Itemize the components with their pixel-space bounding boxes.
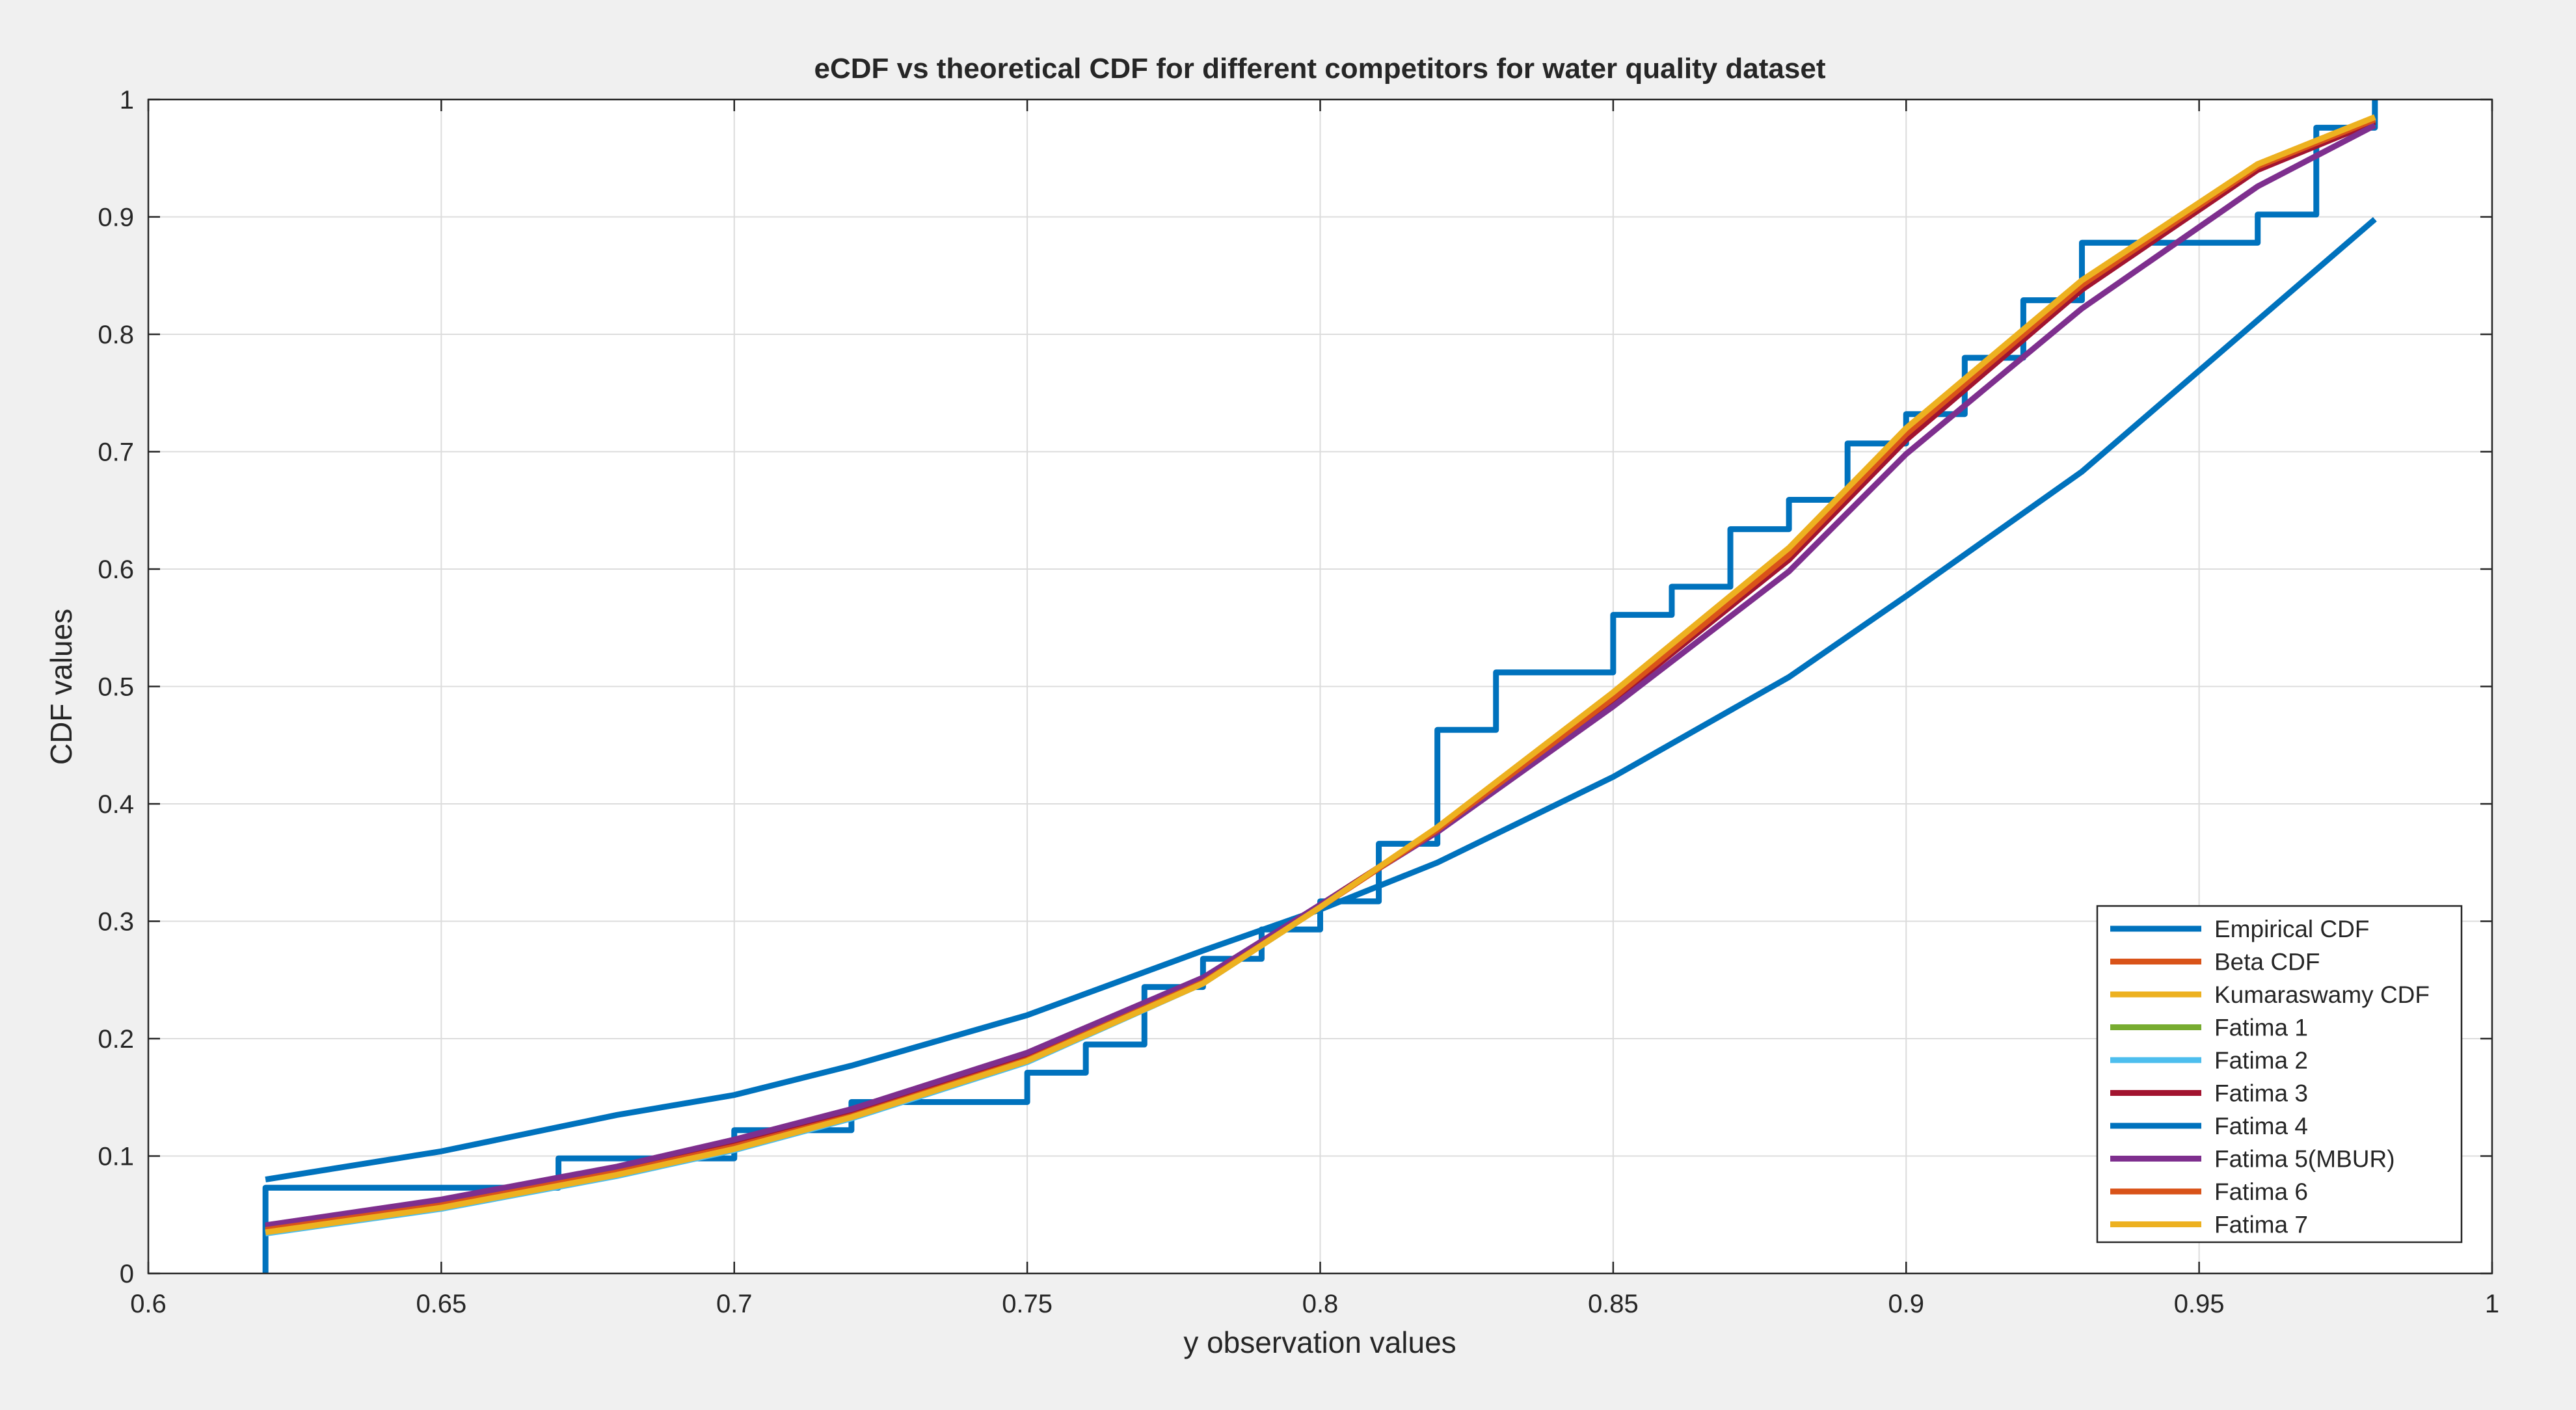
x-tick-label: 0.85 xyxy=(1588,1290,1639,1318)
legend-label: Fatima 6 xyxy=(2214,1178,2308,1205)
legend-label: Beta CDF xyxy=(2214,949,2320,976)
y-tick-label: 1 xyxy=(120,86,134,114)
legend-label: Fatima 7 xyxy=(2214,1212,2308,1238)
y-tick-label: 0.2 xyxy=(98,1025,134,1054)
y-tick-label: 0.6 xyxy=(98,555,134,584)
legend-label: Fatima 1 xyxy=(2214,1015,2308,1041)
series-line-fatima-7 xyxy=(265,114,2376,1236)
legend-label: Fatima 2 xyxy=(2214,1047,2308,1074)
y-tick-label: 0.1 xyxy=(98,1143,134,1171)
legend: Empirical CDF Beta CDF Kumaraswamy CDF Fati… xyxy=(2096,905,2463,1244)
series-line-empirical-cdf xyxy=(262,100,2378,1273)
legend-label: Fatima 5(MBUR) xyxy=(2214,1146,2395,1173)
chart-title: eCDF vs theoretical CDF for different co… xyxy=(814,53,1826,85)
series-layer xyxy=(262,100,2378,1273)
legend-label: Empirical CDF xyxy=(2214,916,2369,942)
x-tick-label: 0.95 xyxy=(2174,1290,2225,1318)
x-axis-label: y observation values xyxy=(1183,1325,1456,1359)
legend-label: Kumaraswamy CDF xyxy=(2214,981,2430,1008)
y-tick-label: 0.3 xyxy=(98,908,134,937)
x-tick-label: 0.8 xyxy=(1302,1290,1339,1318)
x-tick-label: 1 xyxy=(2485,1290,2499,1318)
x-tick-label: 0.9 xyxy=(1888,1290,1924,1318)
y-tick-label: 0.4 xyxy=(98,790,134,819)
y-axis-label: CDF values xyxy=(44,609,78,765)
y-tick-label: 0.7 xyxy=(98,438,134,467)
x-tick-label: 0.65 xyxy=(416,1290,466,1318)
y-tick-label: 0.8 xyxy=(98,321,134,349)
y-tick-label: 0.5 xyxy=(98,673,134,702)
y-tick-label: 0 xyxy=(120,1260,134,1288)
x-tick-label: 0.7 xyxy=(716,1290,753,1318)
y-tick-label: 0.9 xyxy=(98,204,134,232)
ticks: 0.6 0.65 0.7 0.75 0.8 0.85 0.9 0.95 1 0 0.1 0.2 0.3 0… xyxy=(98,86,2499,1318)
legend-label: Fatima 3 xyxy=(2214,1080,2308,1107)
x-tick-label: 0.6 xyxy=(130,1290,167,1318)
legend-label: Fatima 4 xyxy=(2214,1113,2308,1139)
x-tick-label: 0.75 xyxy=(1002,1290,1053,1318)
